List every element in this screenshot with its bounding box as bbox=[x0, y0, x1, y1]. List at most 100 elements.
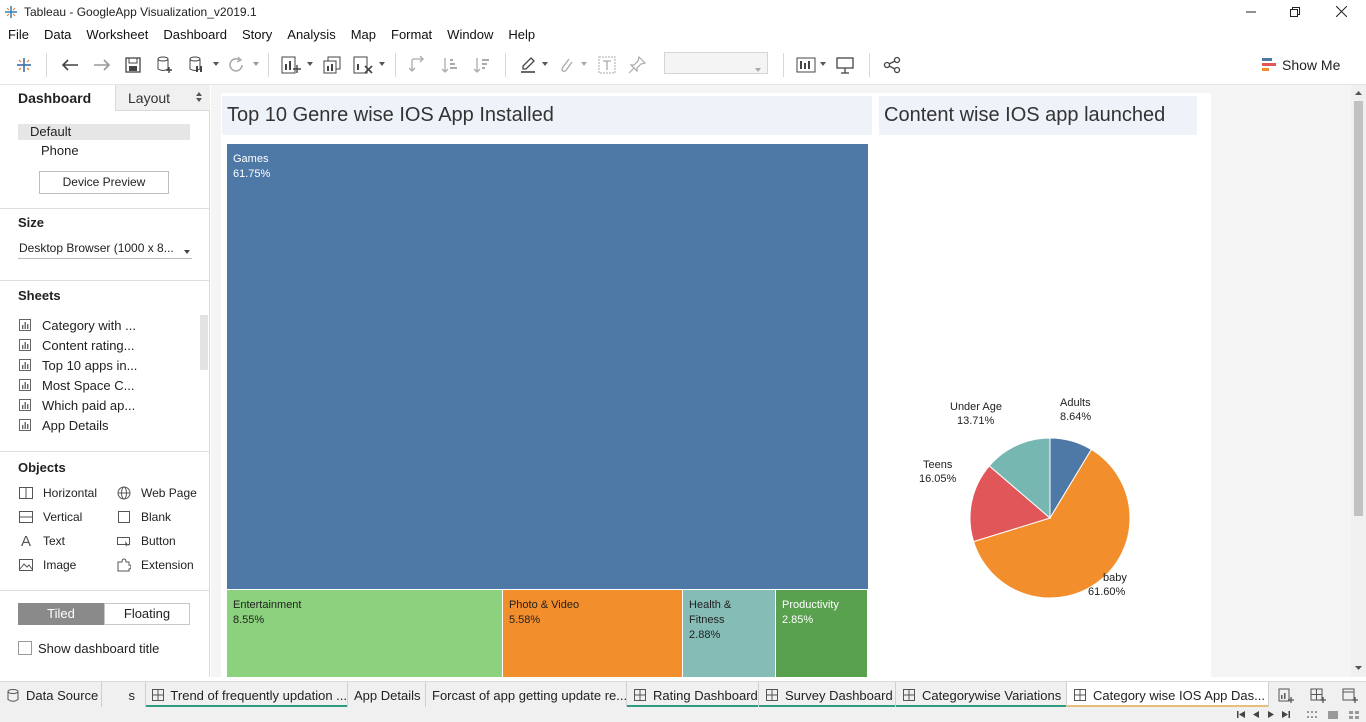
fit-dropdown[interactable] bbox=[664, 52, 768, 74]
undo-icon[interactable] bbox=[58, 53, 82, 77]
treemap-cell-health-fitness[interactable]: Health & Fitness 2.88% bbox=[683, 590, 775, 677]
share-icon[interactable] bbox=[880, 53, 904, 77]
tab-dashboard[interactable]: Dashboard bbox=[0, 85, 115, 111]
tab-layout[interactable]: Layout bbox=[115, 85, 210, 111]
new-story-icon[interactable] bbox=[1341, 687, 1359, 705]
tab-partial[interactable]: s bbox=[102, 682, 146, 708]
sort-descending-icon[interactable] bbox=[470, 53, 494, 77]
object-button[interactable]: Button bbox=[116, 532, 176, 550]
device-default[interactable]: Default bbox=[18, 124, 190, 140]
menu-window[interactable]: Window bbox=[447, 26, 494, 42]
show-cards-icon[interactable] bbox=[794, 53, 818, 77]
floating-button[interactable]: Floating bbox=[104, 603, 190, 625]
highlight-icon[interactable] bbox=[516, 53, 540, 77]
tab-rating-dashboard[interactable]: Rating Dashboard bbox=[627, 682, 759, 708]
device-preview-button[interactable]: Device Preview bbox=[39, 171, 169, 194]
scroll-down-icon[interactable] bbox=[1351, 661, 1366, 675]
size-select[interactable]: Desktop Browser (1000 x 8... bbox=[18, 239, 192, 259]
pie-slice-baby[interactable] bbox=[972, 448, 1131, 599]
previous-sheet-icon[interactable] bbox=[1250, 709, 1262, 720]
sheet-item[interactable]: App Details bbox=[18, 415, 108, 435]
show-dashboard-title-checkbox[interactable]: Show dashboard title bbox=[18, 639, 159, 657]
show-me-button[interactable]: Show Me bbox=[1262, 53, 1340, 77]
treemap-cell-entertainment[interactable]: Entertainment 8.55% bbox=[227, 590, 502, 677]
tab-categorywise-variations[interactable]: Categorywise Variations bbox=[896, 682, 1067, 708]
object-blank[interactable]: Blank bbox=[116, 508, 171, 526]
sort-ascending-icon[interactable] bbox=[438, 53, 462, 77]
object-text[interactable]: A Text bbox=[18, 532, 65, 550]
vertical-scrollbar[interactable] bbox=[1351, 85, 1366, 677]
chevron-down-icon[interactable] bbox=[819, 59, 827, 69]
swap-rows-columns-icon[interactable] bbox=[406, 53, 430, 77]
chevron-down-icon[interactable] bbox=[378, 59, 386, 69]
tab-trend-dashboard[interactable]: Trend of frequently updation ... bbox=[146, 682, 348, 708]
menu-help[interactable]: Help bbox=[508, 26, 536, 42]
treemap-title-box[interactable]: Top 10 Genre wise IOS App Installed bbox=[222, 96, 872, 135]
object-extension[interactable]: Extension bbox=[116, 556, 194, 574]
chevron-down-icon[interactable] bbox=[541, 59, 549, 69]
sheet-item[interactable]: Which paid ap... bbox=[18, 395, 135, 415]
menu-map[interactable]: Map bbox=[350, 26, 376, 42]
new-worksheet-icon[interactable] bbox=[279, 53, 303, 77]
sheet-item[interactable]: Most Space C... bbox=[18, 375, 134, 395]
presentation-mode-icon[interactable] bbox=[833, 53, 857, 77]
treemap-cell-productivity[interactable]: Productivity 2.85% bbox=[776, 590, 867, 677]
menu-file[interactable]: File bbox=[8, 26, 29, 42]
object-image[interactable]: Image bbox=[18, 556, 76, 574]
pie-slice-under-age[interactable] bbox=[988, 437, 1051, 520]
tab-label: Categorywise Variations bbox=[922, 687, 1062, 703]
show-mark-labels-icon[interactable] bbox=[595, 53, 619, 77]
chevron-down-icon[interactable] bbox=[580, 59, 588, 69]
object-vertical[interactable]: Vertical bbox=[18, 508, 82, 526]
minimize-icon[interactable] bbox=[1228, 0, 1274, 23]
last-sheet-icon[interactable] bbox=[1280, 709, 1292, 720]
scrollbar-thumb[interactable] bbox=[1354, 101, 1363, 516]
show-tabs-icon[interactable] bbox=[1327, 709, 1339, 720]
new-dashboard-icon[interactable] bbox=[1309, 687, 1327, 705]
redo-icon[interactable] bbox=[90, 53, 114, 77]
tab-survey-dashboard[interactable]: Survey Dashboard bbox=[759, 682, 896, 708]
menu-data[interactable]: Data bbox=[43, 26, 72, 42]
menu-story[interactable]: Story bbox=[241, 26, 273, 42]
object-web-page[interactable]: Web Page bbox=[116, 484, 197, 502]
next-sheet-icon[interactable] bbox=[1265, 709, 1277, 720]
tab-category-ios-dashboard[interactable]: Category wise IOS App Das... bbox=[1067, 682, 1269, 708]
show-filmstrip-icon[interactable] bbox=[1306, 709, 1318, 720]
restore-icon[interactable] bbox=[1272, 0, 1318, 23]
close-icon[interactable] bbox=[1318, 0, 1364, 23]
sheet-item[interactable]: Content rating... bbox=[18, 335, 135, 355]
chevron-down-icon[interactable] bbox=[252, 59, 260, 69]
pie-title-box[interactable]: Content wise IOS app launched bbox=[879, 96, 1197, 135]
duplicate-sheet-icon[interactable] bbox=[320, 53, 344, 77]
treemap-cell-photo-video[interactable]: Photo & Video 5.58% bbox=[502, 590, 683, 677]
object-horizontal[interactable]: Horizontal bbox=[18, 484, 97, 502]
first-sheet-icon[interactable] bbox=[1235, 709, 1247, 720]
save-icon[interactable] bbox=[121, 53, 145, 77]
scroll-up-icon[interactable] bbox=[1351, 86, 1366, 100]
tab-data-source[interactable]: Data Source bbox=[0, 682, 102, 708]
tiled-button[interactable]: Tiled bbox=[18, 603, 104, 625]
refresh-icon[interactable] bbox=[224, 53, 248, 77]
clear-sheet-icon[interactable] bbox=[351, 53, 375, 77]
tab-app-details[interactable]: App Details bbox=[348, 682, 426, 708]
sheets-scrollbar[interactable] bbox=[200, 315, 208, 370]
menu-worksheet[interactable]: Worksheet bbox=[86, 26, 149, 42]
show-sheet-sorter-icon[interactable] bbox=[1348, 709, 1360, 720]
pin-icon[interactable] bbox=[625, 53, 649, 77]
menu-dashboard[interactable]: Dashboard bbox=[163, 26, 227, 42]
chevron-down-icon[interactable] bbox=[212, 59, 220, 69]
group-members-icon[interactable] bbox=[554, 53, 578, 77]
tab-forcast[interactable]: Forcast of app getting update re... bbox=[426, 682, 627, 708]
menu-format[interactable]: Format bbox=[391, 26, 433, 42]
new-worksheet-icon[interactable] bbox=[1277, 687, 1295, 705]
pie-slice-teens[interactable] bbox=[969, 465, 1052, 543]
tableau-start-icon[interactable] bbox=[12, 53, 36, 77]
new-data-source-icon[interactable] bbox=[153, 53, 177, 77]
treemap-cell-games[interactable]: Games 61.75% bbox=[227, 144, 868, 589]
sheet-item[interactable]: Top 10 apps in... bbox=[18, 355, 137, 375]
sheet-item[interactable]: Category with ... bbox=[18, 315, 136, 335]
pause-updates-icon[interactable] bbox=[184, 53, 208, 77]
chevron-down-icon[interactable] bbox=[306, 59, 314, 69]
device-phone[interactable]: Phone bbox=[41, 143, 79, 158]
menu-analysis[interactable]: Analysis bbox=[287, 26, 336, 42]
